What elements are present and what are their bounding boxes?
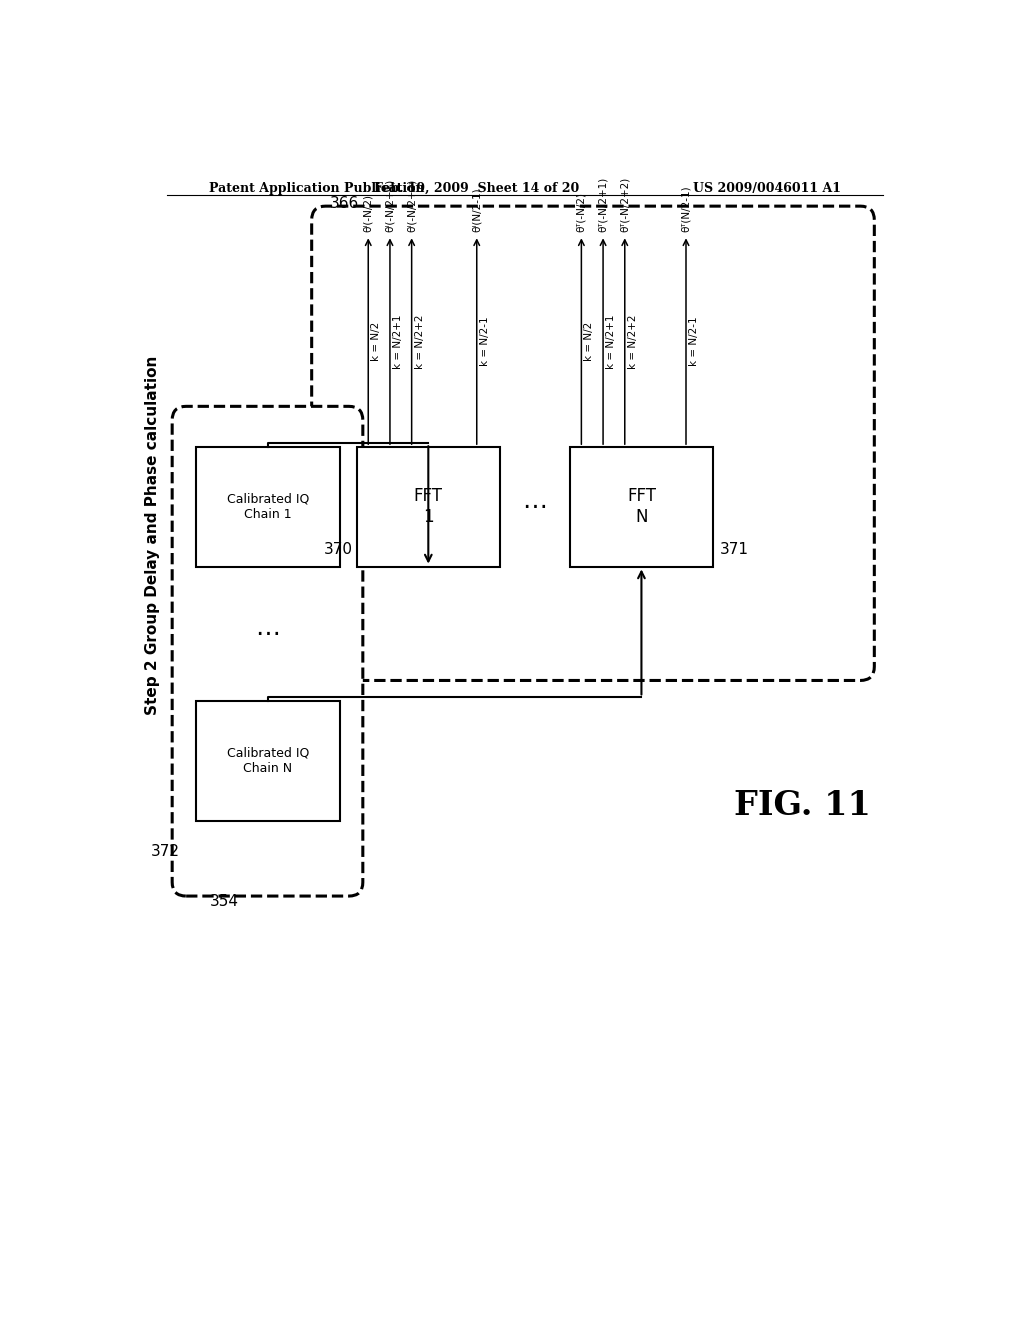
Text: θᴵ(N/2-1): θᴵ(N/2-1) xyxy=(472,187,481,231)
FancyBboxPatch shape xyxy=(356,447,500,566)
Text: k = N/2-1: k = N/2-1 xyxy=(480,317,489,366)
FancyBboxPatch shape xyxy=(172,407,362,896)
Text: Calibrated IQ
Chain N: Calibrated IQ Chain N xyxy=(226,747,309,775)
Text: 370: 370 xyxy=(324,543,352,557)
Text: FFT
N: FFT N xyxy=(627,487,656,527)
Text: θᵀ(N/2-1): θᵀ(N/2-1) xyxy=(681,185,691,231)
Text: k = N/2+1: k = N/2+1 xyxy=(393,314,403,368)
Text: k = N/2+2: k = N/2+2 xyxy=(415,314,425,368)
FancyBboxPatch shape xyxy=(197,447,340,566)
Text: ⋯: ⋯ xyxy=(255,622,281,645)
Text: θᴵ(-N/2): θᴵ(-N/2) xyxy=(364,194,374,231)
FancyBboxPatch shape xyxy=(311,206,874,681)
Text: 354: 354 xyxy=(209,894,239,908)
Text: Patent Application Publication: Patent Application Publication xyxy=(209,182,425,194)
Text: FIG. 11: FIG. 11 xyxy=(734,789,870,821)
Text: k = N/2: k = N/2 xyxy=(585,322,595,360)
Text: θᴵ(-N/2+1): θᴵ(-N/2+1) xyxy=(385,178,395,231)
Text: Step 2 Group Delay and Phase calculation: Step 2 Group Delay and Phase calculation xyxy=(145,356,161,715)
Text: k = N/2-1: k = N/2-1 xyxy=(689,317,699,366)
Text: US 2009/0046011 A1: US 2009/0046011 A1 xyxy=(693,182,841,194)
Text: Feb. 19, 2009  Sheet 14 of 20: Feb. 19, 2009 Sheet 14 of 20 xyxy=(374,182,580,194)
Text: 372: 372 xyxy=(151,843,180,859)
FancyBboxPatch shape xyxy=(569,447,713,566)
Text: k = N/2+1: k = N/2+1 xyxy=(606,314,616,368)
Text: θᴵ(-N/2+2): θᴵ(-N/2+2) xyxy=(407,178,417,231)
Text: Calibrated IQ
Chain 1: Calibrated IQ Chain 1 xyxy=(226,492,309,521)
FancyBboxPatch shape xyxy=(197,701,340,821)
Text: 371: 371 xyxy=(719,543,749,557)
Text: θᵀ(-N/2+1): θᵀ(-N/2+1) xyxy=(598,177,608,231)
Text: k = N/2: k = N/2 xyxy=(372,322,381,360)
Text: ⋯: ⋯ xyxy=(522,495,548,519)
Text: θᵀ(-N/2+2): θᵀ(-N/2+2) xyxy=(620,177,630,231)
Text: k = N/2+2: k = N/2+2 xyxy=(628,314,638,368)
Text: FFT
1: FFT 1 xyxy=(414,487,442,527)
Text: θᵀ(-N/2): θᵀ(-N/2) xyxy=(577,191,587,231)
Text: 366: 366 xyxy=(330,195,358,211)
